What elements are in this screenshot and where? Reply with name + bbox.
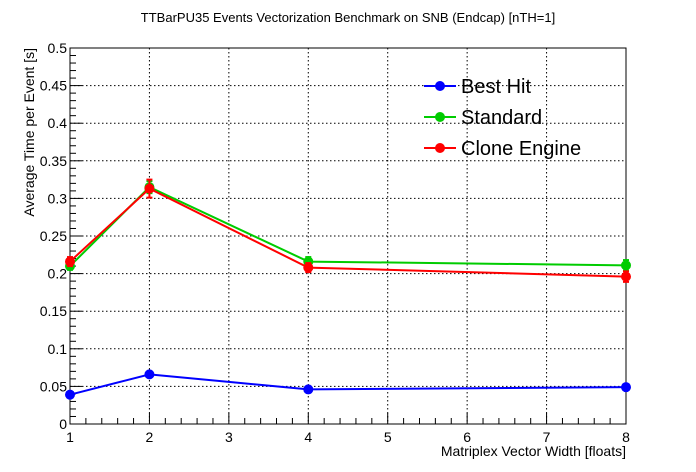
- legend-marker: [435, 112, 445, 122]
- x-tick-label: 1: [66, 429, 74, 445]
- y-tick-label: 0.3: [48, 190, 68, 206]
- data-point: [144, 183, 155, 194]
- y-tick-label: 0.15: [40, 303, 67, 319]
- y-tick-label: 0.05: [40, 378, 67, 394]
- legend: Best Hit Standard Clone Engine: [424, 76, 581, 160]
- data-point: [65, 389, 75, 400]
- legend-label: Clone Engine: [461, 138, 581, 160]
- legend-marker: [435, 81, 445, 91]
- data-point: [621, 382, 631, 393]
- x-tick-label: 8: [622, 429, 630, 445]
- data-point: [303, 262, 314, 273]
- data-point: [303, 384, 314, 395]
- series-line: [69, 187, 627, 278]
- axes: 0 0.05 0.1 0.15 0.2 0.25 0.3 0.35 0.4 0.45 0.5 1 2 3 4…: [40, 40, 630, 445]
- series-layer: [65, 178, 631, 400]
- series-line: [69, 185, 627, 267]
- x-axis-label: Matriplex Vector Width [floats]: [441, 443, 626, 459]
- x-tick-label: 2: [146, 429, 154, 445]
- legend-label: Standard: [461, 107, 542, 129]
- y-tick-label: 0: [59, 416, 67, 432]
- y-tick-label: 0.1: [48, 341, 68, 357]
- x-tick-label: 4: [304, 429, 312, 445]
- x-tick-label: 3: [225, 429, 233, 445]
- legend-label: Best Hit: [461, 76, 531, 98]
- grid: [70, 48, 626, 424]
- y-tick-label: 0.35: [40, 153, 67, 169]
- y-tick-label: 0.25: [40, 228, 67, 244]
- y-axis-label: Average Time per Event [s]: [21, 48, 37, 217]
- series-line: [69, 373, 627, 396]
- y-tick-label: 0.45: [40, 78, 67, 94]
- x-tick-label: 7: [543, 429, 551, 445]
- y-tick-label: 0.2: [48, 266, 68, 282]
- y-tick-label: 0.5: [48, 40, 68, 56]
- data-point: [621, 260, 631, 271]
- chart-title: TTBarPU35 Events Vectorization Benchmark…: [141, 10, 555, 25]
- x-tick-label: 6: [463, 429, 471, 445]
- legend-marker: [435, 143, 445, 153]
- data-point: [621, 271, 631, 282]
- data-point: [144, 369, 155, 380]
- x-tick-label: 5: [384, 429, 392, 445]
- data-point: [65, 256, 75, 267]
- y-tick-label: 0.4: [48, 115, 68, 131]
